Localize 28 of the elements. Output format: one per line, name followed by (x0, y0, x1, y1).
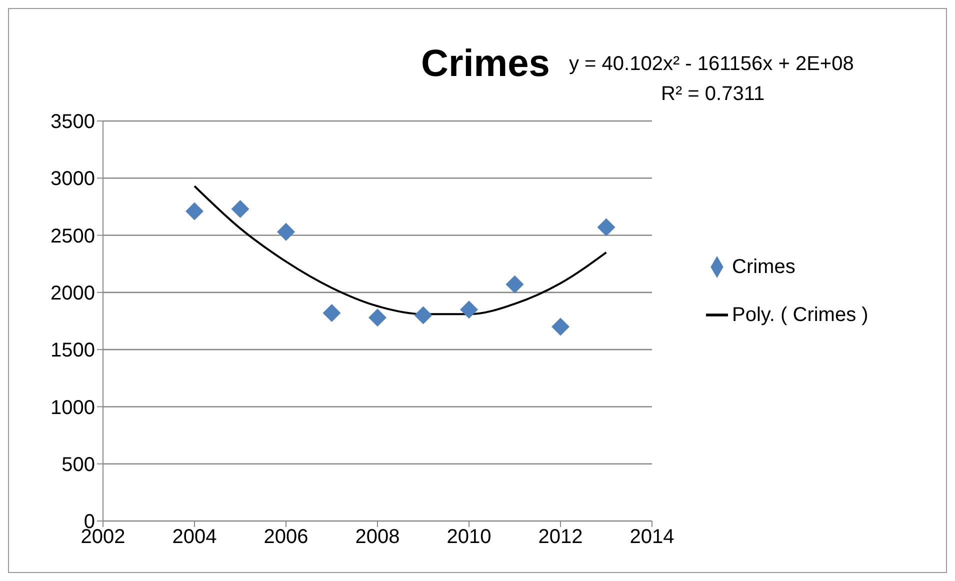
x-tick-label: 2010 (446, 526, 492, 548)
y-tick-label: 500 (62, 454, 95, 476)
legend-label: Poly. ( Crimes ) (732, 304, 868, 326)
chart-title: Crimes (421, 43, 550, 86)
y-tick-label: 1500 (50, 340, 95, 362)
point (368, 308, 386, 327)
text: y = 40.102x² - 161156x + 2E+08 (569, 53, 854, 76)
point (322, 304, 341, 322)
y-tick-label: 3500 (50, 111, 95, 134)
x-tick-label: 2006 (264, 526, 308, 548)
y-tick-label: 2500 (50, 225, 95, 248)
text: R² = 0.7311 (661, 83, 765, 106)
point (552, 318, 570, 336)
x-tick-label: 2014 (630, 526, 674, 548)
point (277, 222, 295, 241)
x-tick-label: 2004 (172, 526, 217, 548)
y-tick-label: 2000 (50, 282, 95, 305)
point (186, 202, 204, 220)
point (460, 300, 478, 319)
x-tick-label: 2012 (538, 526, 583, 548)
y-tick-label: 3000 (50, 168, 95, 190)
x-tick-label: 2008 (355, 526, 400, 548)
y-tick-label: 1000 (50, 396, 95, 419)
legend-label: Crimes (732, 256, 796, 278)
point (506, 275, 524, 294)
point (414, 306, 432, 324)
point (597, 218, 616, 236)
point (231, 200, 250, 218)
